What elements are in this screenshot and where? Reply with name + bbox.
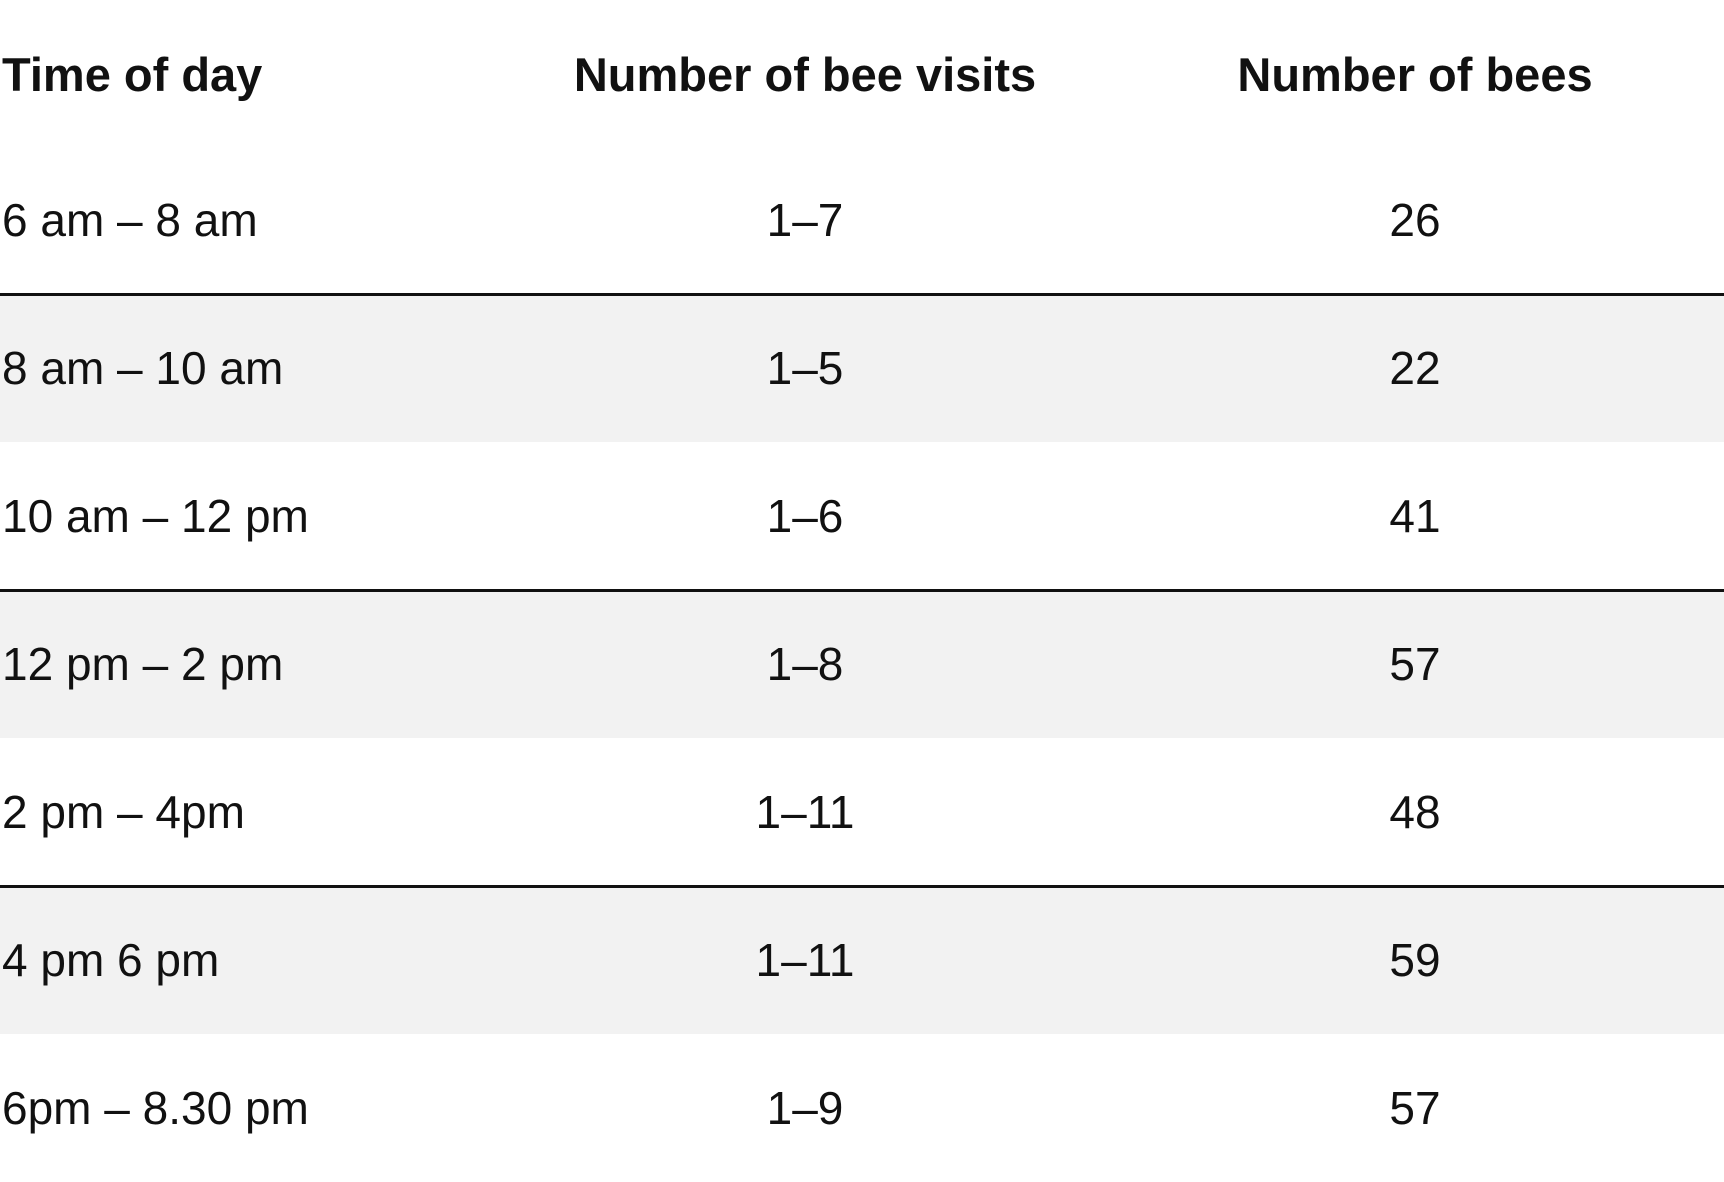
time-cell: 4 pm 6 pm xyxy=(2,934,220,986)
table-row: 6 am – 8 am 1–7 26 xyxy=(0,146,1724,294)
table-row: 2 pm – 4pm 1–11 48 xyxy=(0,738,1724,886)
bees-cell: 57 xyxy=(1389,638,1441,690)
time-cell: 6pm – 8.30 pm xyxy=(2,1082,309,1134)
table-row: 6pm – 8.30 pm 1–9 57 xyxy=(0,1034,1724,1182)
table-row: 8 am – 10 am 1–5 22 xyxy=(0,294,1724,442)
visits-cell: 1–5 xyxy=(766,342,844,394)
time-cell: 12 pm – 2 pm xyxy=(2,638,284,690)
bees-cell: 22 xyxy=(1389,342,1441,394)
time-cell: 8 am – 10 am xyxy=(2,342,284,394)
row-divider xyxy=(0,589,1724,592)
bees-cell: 59 xyxy=(1389,934,1441,986)
visits-cell: 1–11 xyxy=(755,934,855,986)
header-number-of-bee-visits: Number of bee visits xyxy=(573,47,1037,101)
bees-cell: 57 xyxy=(1389,1082,1441,1134)
header-number-of-bees: Number of bees xyxy=(1237,47,1593,101)
time-cell: 10 am – 12 pm xyxy=(2,490,309,542)
header-time-of-day: Time of day xyxy=(2,47,263,101)
table-row: 4 pm 6 pm 1–11 59 xyxy=(0,886,1724,1034)
row-divider xyxy=(0,885,1724,888)
bees-cell: 48 xyxy=(1389,786,1441,838)
table-row: 10 am – 12 pm 1–6 41 xyxy=(0,442,1724,590)
table-header-row: Time of day Number of bee visits Number … xyxy=(0,0,1724,148)
visits-cell: 1–6 xyxy=(766,490,844,542)
visits-cell: 1–7 xyxy=(766,194,844,246)
visits-cell: 1–8 xyxy=(766,638,844,690)
bees-cell: 26 xyxy=(1389,194,1441,246)
visits-cell: 1–9 xyxy=(766,1082,844,1134)
visits-cell: 1–11 xyxy=(755,786,855,838)
row-divider xyxy=(0,293,1724,296)
time-cell: 6 am – 8 am xyxy=(2,194,258,246)
time-cell: 2 pm – 4pm xyxy=(2,786,245,838)
bees-cell: 41 xyxy=(1389,490,1441,542)
table-row: 12 pm – 2 pm 1–8 57 xyxy=(0,590,1724,738)
